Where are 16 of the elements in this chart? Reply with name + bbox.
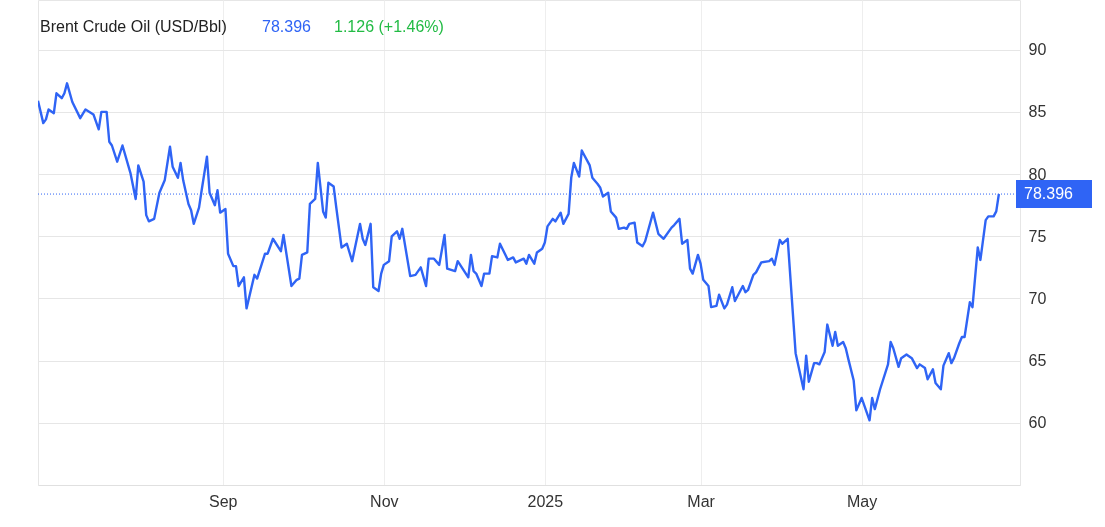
x-tick-label: Mar [687, 492, 716, 510]
y-tick-label: 75 [1028, 227, 1047, 245]
x-tick-label: Sep [209, 492, 238, 510]
y-tick-label: 85 [1028, 103, 1047, 121]
y-tick-label: 80 [1028, 165, 1047, 183]
x-tick-label: Nov [370, 492, 399, 510]
annotation: 78.396 [262, 18, 312, 35]
y-tick-label: 65 [1028, 352, 1047, 370]
y-tick-label: 60 [1028, 414, 1047, 432]
ref-line-label: 78.396 [1024, 185, 1074, 203]
text: Brent Crude Oil (USD/Bbl) [40, 18, 227, 35]
annotation: 1.126 (+1.46%) [334, 18, 444, 35]
y-tick-label: 70 [1028, 289, 1047, 307]
y-tick-label: 90 [1028, 41, 1047, 59]
x-tick-label: 2025 [527, 492, 564, 510]
x-tick-label: May [847, 492, 878, 510]
